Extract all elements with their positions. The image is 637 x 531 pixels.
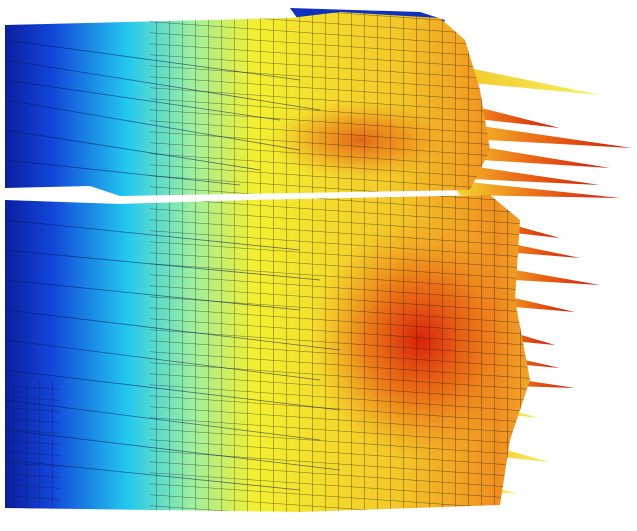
surface xyxy=(0,0,637,531)
surface-render xyxy=(0,0,637,531)
page xyxy=(0,0,637,531)
